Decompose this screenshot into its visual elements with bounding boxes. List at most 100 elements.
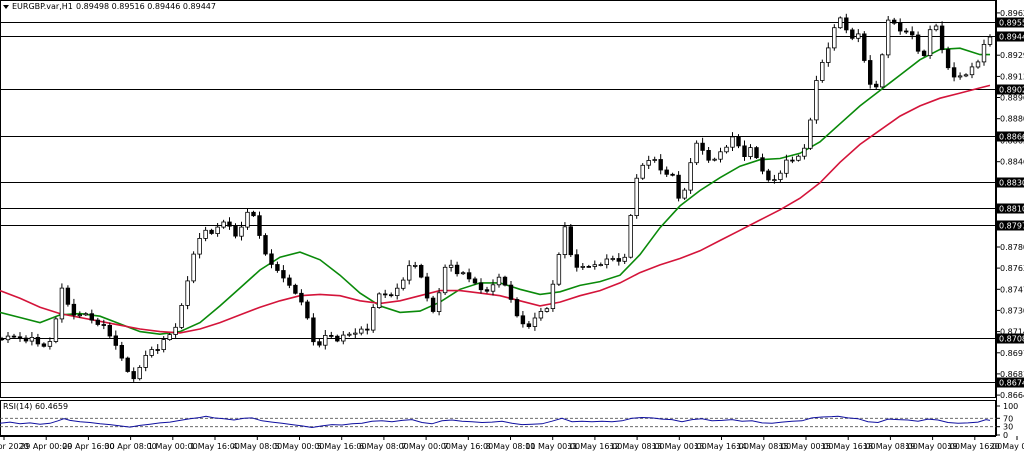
level-tag <box>997 177 1024 188</box>
candle-body <box>688 162 693 191</box>
candle-body <box>35 336 41 345</box>
candle-body <box>203 229 208 239</box>
candle-body <box>814 80 819 121</box>
time-tick-label: 29 Apr 00:00 <box>20 442 72 451</box>
candle-body <box>682 189 687 199</box>
candle-body <box>592 264 597 267</box>
candle-body <box>119 344 124 359</box>
candle-body <box>544 308 550 312</box>
candle-body <box>347 333 352 336</box>
price-tick-label: 0.87800 <box>1000 243 1024 252</box>
time-tick-label: 7 May 00:00 <box>401 442 451 451</box>
candle-body <box>394 287 400 297</box>
candle-body <box>287 277 292 286</box>
candle-body <box>796 155 801 161</box>
candle-body <box>466 272 472 280</box>
candle-body <box>754 147 759 159</box>
candlesticks <box>0 13 993 382</box>
candle-body <box>233 225 238 237</box>
price-tick-label: 0.89130 <box>1000 72 1024 81</box>
candle-body <box>616 258 621 262</box>
candle-body <box>790 159 795 162</box>
candle-body <box>933 25 939 31</box>
candle-body <box>856 33 861 39</box>
candle-body <box>436 292 442 312</box>
candle-body <box>179 304 184 328</box>
candle-body <box>568 226 573 256</box>
level-tag-label: 0.88305 <box>999 179 1024 188</box>
candle-body <box>65 287 71 305</box>
level-tag-label: 0.86747 <box>999 379 1024 388</box>
time-tick-label: 8 May 08:00 <box>486 442 536 451</box>
candle-body <box>927 29 933 57</box>
level-tag-label: 0.89447 <box>999 33 1024 42</box>
candle-body <box>365 328 370 331</box>
time-tick-label: 19 May 00:00 <box>905 442 960 451</box>
candle-body <box>281 270 286 279</box>
candle-body <box>275 264 280 271</box>
candle-body <box>412 264 418 267</box>
chevron-down-icon[interactable] <box>3 5 9 9</box>
candle-body <box>951 67 957 78</box>
candle-body <box>23 337 29 342</box>
candle-body <box>5 335 11 341</box>
candle-body <box>574 254 579 268</box>
candle-body <box>95 319 100 325</box>
candle-body <box>910 31 915 36</box>
candle-body <box>658 159 663 171</box>
time-tick-label: 13 May 00:00 <box>652 442 707 451</box>
time-tick-label: 13 May 16:00 <box>694 442 749 451</box>
candle-body <box>418 264 424 278</box>
candle-body <box>191 253 196 282</box>
candle-body <box>921 50 927 56</box>
candle-body <box>460 272 466 275</box>
candle-body <box>185 280 190 306</box>
candle-body <box>904 30 909 33</box>
candle-body <box>622 256 627 262</box>
ma-line <box>0 84 991 334</box>
price-tick-label: 0.87305 <box>1000 306 1024 315</box>
candle-body <box>83 313 88 316</box>
candle-body <box>676 174 681 199</box>
time-tick-label: 15 May 00:00 <box>779 442 834 451</box>
candle-body <box>376 293 382 308</box>
candle-body <box>424 276 430 299</box>
time-tick-label: 11 May 00:00 <box>525 442 580 451</box>
candle-body <box>520 315 526 325</box>
price-tick-label: 0.87140 <box>1000 328 1024 337</box>
candle-body <box>712 158 717 161</box>
candle-body <box>832 27 837 49</box>
rsi-tick-label: 0 <box>1003 431 1008 440</box>
level-tag <box>997 377 1024 388</box>
candle-body <box>311 317 316 343</box>
price-tick-label: 0.88800 <box>1000 115 1024 124</box>
time-tick-label: 11 May 16:00 <box>567 442 622 451</box>
candle-body <box>341 334 346 342</box>
candle-body <box>826 47 831 63</box>
candle-body <box>215 226 220 235</box>
candle-body <box>604 258 609 265</box>
candle-body <box>454 264 460 275</box>
candle-body <box>257 215 262 236</box>
candle-body <box>981 44 987 63</box>
candle-body <box>11 335 17 338</box>
rsi-tick-label: 100 <box>1003 402 1018 411</box>
candle-body <box>957 75 963 78</box>
candle-body <box>766 170 771 181</box>
candle-body <box>526 323 532 327</box>
candle-body <box>370 307 376 331</box>
level-tag-label: 0.89028 <box>999 86 1024 95</box>
time-tick-label: 5 May 16:00 <box>317 442 367 451</box>
candle-body <box>448 264 454 268</box>
candle-body <box>820 62 825 81</box>
candle-body <box>173 326 178 335</box>
rsi-tick-label: 70 <box>1003 414 1013 423</box>
candle-body <box>388 294 394 297</box>
price-tick-label: 0.86975 <box>1000 349 1024 358</box>
candle-body <box>652 159 657 161</box>
symbol-label: EURGBP.var,H1 <box>12 2 73 11</box>
ohlc-readout: 0.89498 0.89516 0.89446 0.89447 <box>76 2 216 11</box>
candle-body <box>975 61 981 68</box>
